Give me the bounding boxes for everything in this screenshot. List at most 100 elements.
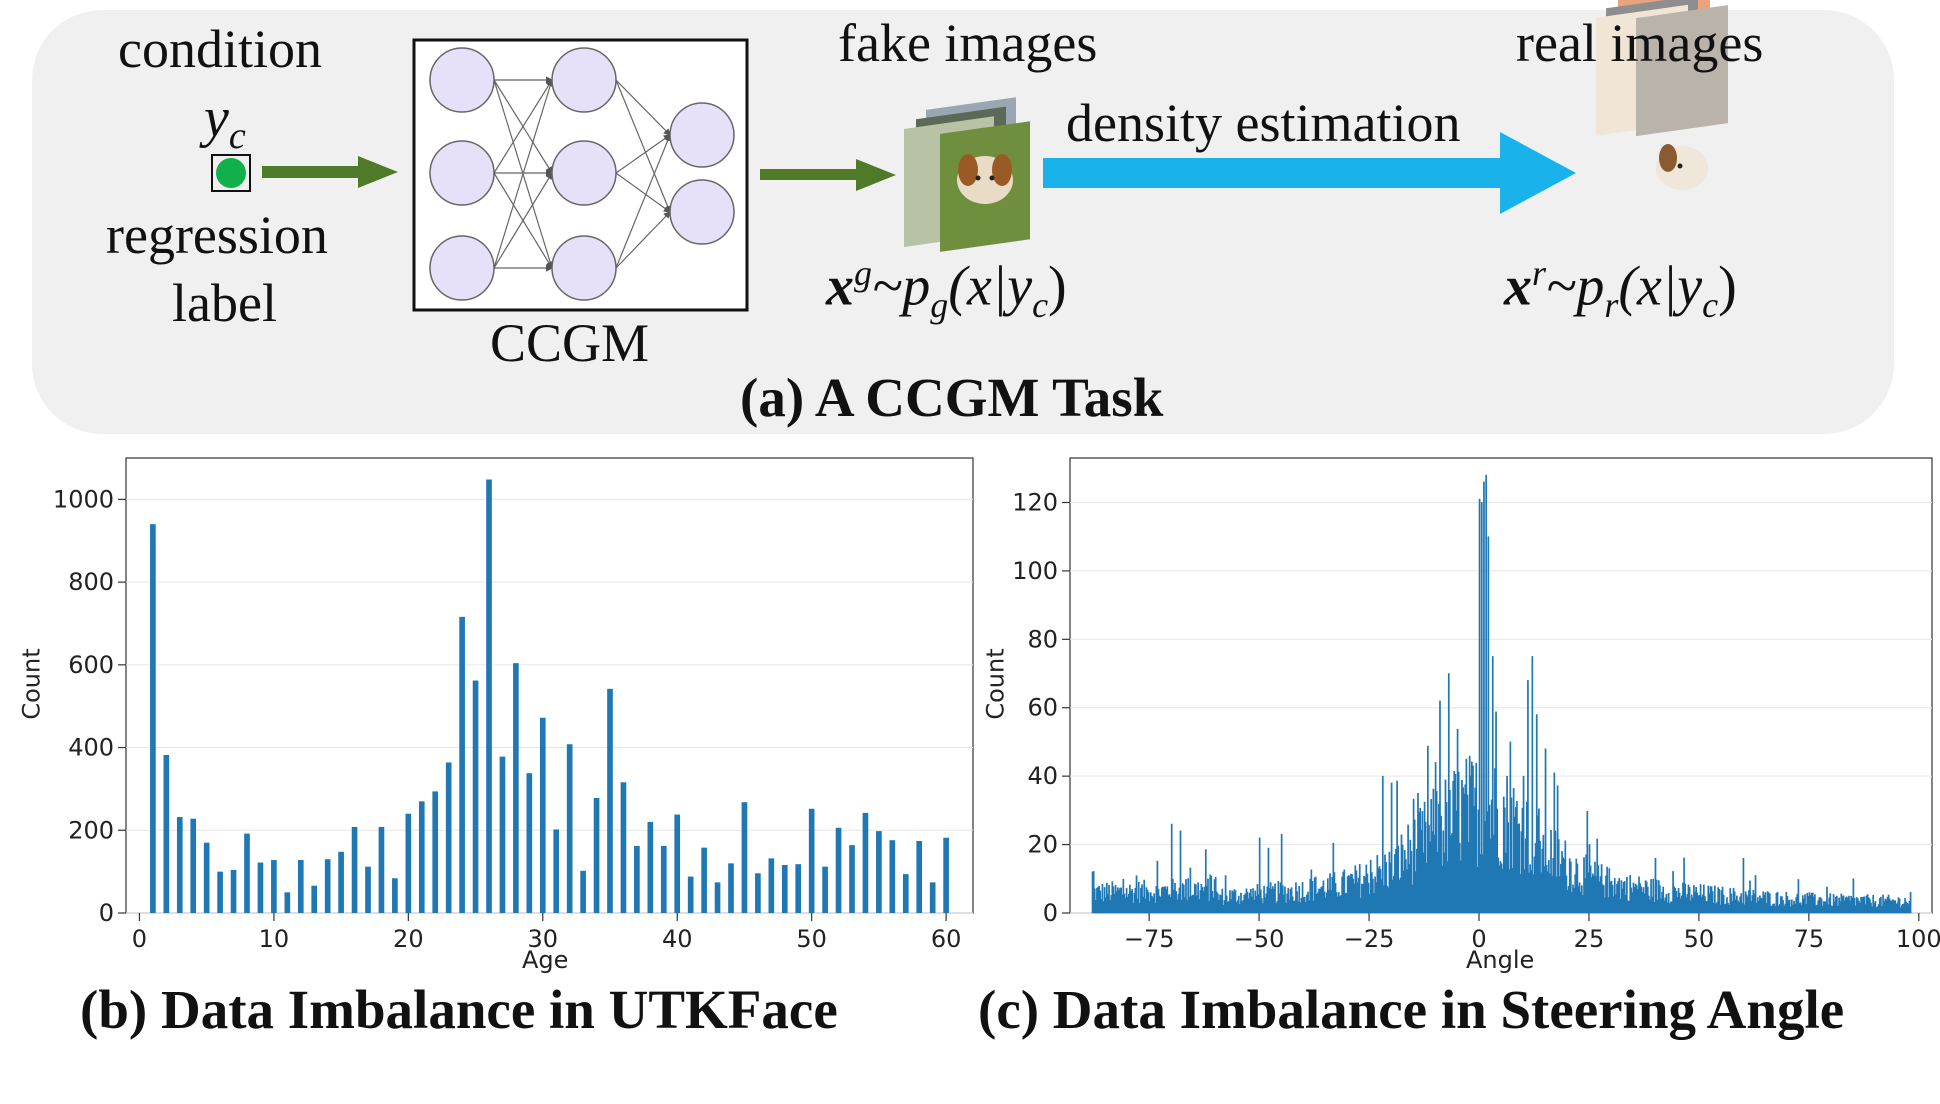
x-tick-label: 20	[393, 925, 424, 953]
x-tick-label: 60	[931, 925, 962, 953]
x-tick-label: 10	[259, 925, 290, 953]
age-bar	[647, 822, 654, 913]
real-distribution-formula: xr~pr(x|yc)	[1504, 253, 1737, 325]
condition-label: condition	[118, 19, 322, 79]
condition-box	[211, 154, 251, 192]
age-bar	[728, 863, 734, 913]
network-node	[551, 47, 617, 113]
network-edge	[615, 172, 671, 213]
network-node	[551, 235, 617, 301]
age-bar	[365, 866, 371, 913]
age-bar	[620, 782, 627, 913]
age-bar	[553, 829, 560, 913]
network-edge	[615, 79, 672, 214]
age-bar	[405, 813, 412, 913]
age-bar	[230, 869, 237, 913]
age-bar	[849, 845, 855, 913]
input-arrow-icon	[262, 156, 398, 188]
age-bar	[486, 479, 492, 913]
x-tick-label: 75	[1794, 925, 1825, 953]
x-tick-label: 0	[1471, 925, 1486, 953]
age-bar	[472, 680, 479, 913]
age-bar	[297, 860, 304, 913]
age-bar	[190, 818, 197, 913]
network-edge	[615, 134, 671, 174]
y-tick-label: 20	[1027, 831, 1058, 859]
age-bar	[889, 840, 896, 913]
steering-y-axis-label: Count	[981, 648, 1010, 720]
y-tick-label: 40	[1027, 762, 1058, 790]
age-bar	[876, 831, 882, 913]
utkface-plot-frame	[125, 457, 974, 914]
caption-a: (a) A CCGM Task	[740, 367, 1164, 428]
x-tick-label: −25	[1344, 925, 1395, 953]
age-bar	[539, 717, 546, 913]
y-tick-label: 200	[68, 816, 114, 844]
age-bar	[835, 827, 842, 913]
x-tick-label: 100	[1896, 925, 1940, 953]
age-bar	[862, 812, 869, 913]
y-tick-label: 0	[1043, 899, 1058, 927]
y-tick-label: 100	[1012, 557, 1058, 585]
age-bar	[580, 870, 586, 913]
y-tick-label: 120	[1012, 488, 1058, 516]
age-bar	[499, 756, 506, 913]
network-edge	[493, 78, 553, 174]
x-tick-label: 0	[132, 925, 147, 953]
y-tick-label: 0	[99, 899, 114, 927]
network-node	[551, 140, 617, 206]
network-edge	[615, 211, 671, 269]
age-bar	[566, 744, 573, 913]
age-bar	[674, 814, 681, 913]
age-bar	[808, 808, 815, 913]
y-tick-label: 400	[68, 734, 114, 762]
age-bar	[822, 866, 828, 913]
label-word: label	[172, 273, 277, 333]
age-bar	[338, 851, 344, 913]
x-tick-label: 25	[1574, 925, 1605, 953]
ccgm-label: CCGM	[490, 313, 650, 373]
age-bar	[392, 878, 398, 913]
age-bar	[795, 864, 802, 913]
age-bar	[176, 817, 183, 913]
age-bar	[781, 865, 788, 913]
steering-x-axis-label: Angle	[1466, 946, 1535, 974]
age-bar	[311, 885, 318, 913]
network-node	[669, 102, 735, 168]
age-bar	[634, 845, 640, 913]
utkface-y-axis-label: Count	[17, 648, 46, 720]
real-images-stack	[1596, 0, 1728, 190]
fake-images-label: fake images	[838, 13, 1098, 73]
network-node	[429, 140, 495, 206]
condition-symbol: yc	[204, 87, 246, 158]
x-tick-label: 40	[662, 925, 693, 953]
angle-histogram	[1091, 474, 1912, 914]
age-bar	[257, 862, 264, 913]
regression-label: regression	[106, 205, 328, 265]
caption-c: (c) Data Imbalance in Steering Angle	[978, 979, 1845, 1040]
age-bar	[284, 892, 291, 913]
steering-plot-frame	[1069, 457, 1933, 914]
y-tick-label: 800	[68, 568, 114, 596]
age-bar	[150, 524, 156, 913]
age-bar	[593, 798, 600, 913]
neural-network-icon	[429, 47, 735, 301]
x-tick-label: 30	[528, 925, 559, 953]
x-tick-label: −50	[1234, 925, 1285, 953]
network-edge	[615, 79, 671, 136]
age-bar	[459, 616, 465, 913]
age-bar	[324, 859, 331, 913]
age-bar	[741, 802, 748, 913]
output-arrow-icon	[760, 159, 896, 191]
x-tick-label: 50	[1684, 925, 1715, 953]
x-tick-label: 50	[796, 925, 827, 953]
age-bar	[432, 791, 439, 913]
utkface-age-chart: 0 200 400 600 800 1000 0 10 20 30 40 50 60	[53, 457, 974, 953]
fake-distribution-formula: xg~pg(x|yc)	[826, 253, 1067, 325]
age-bar	[701, 847, 707, 913]
network-node	[669, 179, 735, 245]
age-bar	[513, 663, 519, 913]
age-bar	[163, 754, 170, 913]
steering-angle-chart: 0 20 40 60 80 100 120 −75 −50 −25 0 25 50 75 100	[1012, 457, 1940, 953]
